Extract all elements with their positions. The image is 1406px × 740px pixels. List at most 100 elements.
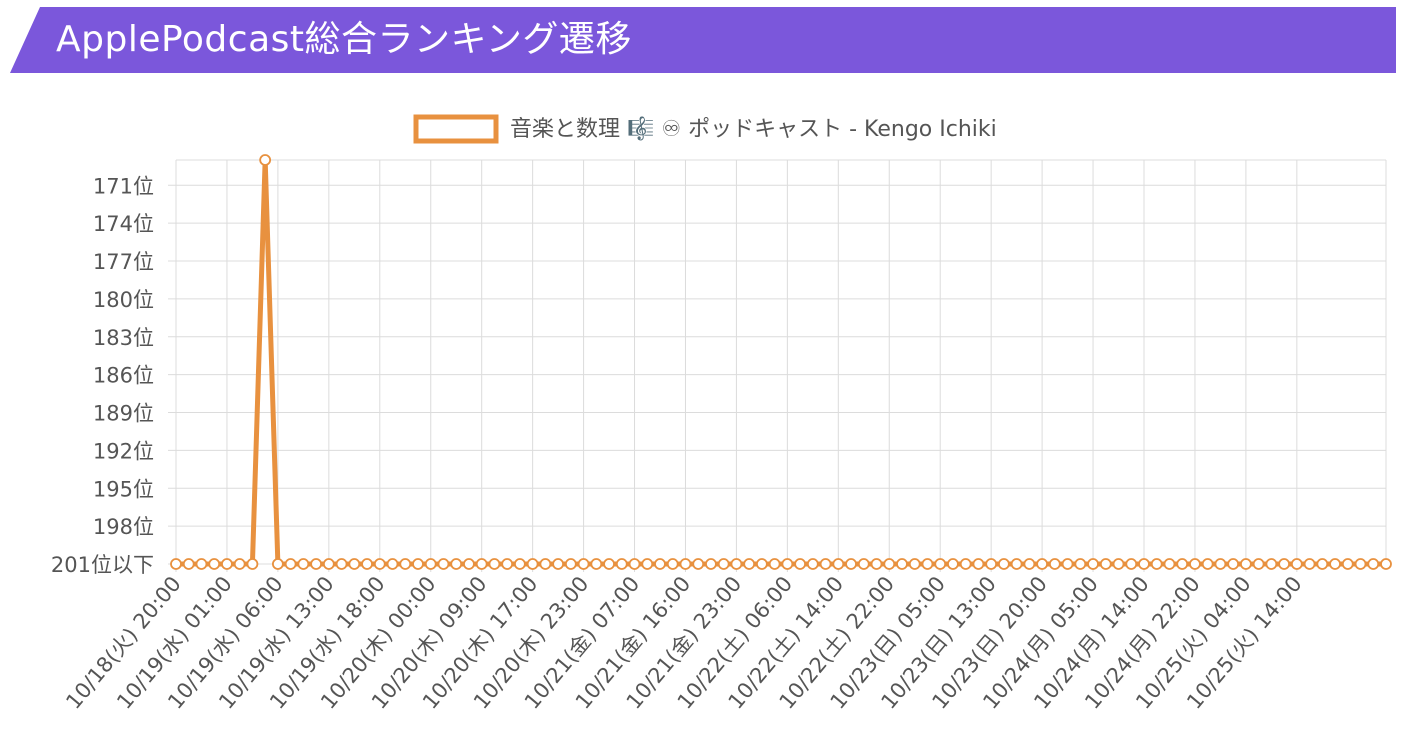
data-point[interactable]	[1380, 558, 1392, 570]
data-point[interactable]	[284, 558, 297, 570]
data-point[interactable]	[1227, 558, 1240, 570]
data-point[interactable]	[1099, 558, 1112, 570]
y-tick-label: 192位	[93, 439, 154, 463]
data-point[interactable]	[526, 558, 539, 570]
data-point[interactable]	[603, 558, 615, 570]
data-point[interactable]	[259, 154, 272, 166]
data-point[interactable]	[794, 558, 807, 570]
data-point[interactable]	[1074, 558, 1087, 570]
data-point[interactable]	[934, 558, 947, 570]
data-point[interactable]	[1303, 558, 1316, 570]
data-point[interactable]	[819, 558, 832, 570]
data-point[interactable]	[921, 558, 934, 570]
data-point[interactable]	[246, 558, 259, 570]
data-point[interactable]	[959, 558, 972, 570]
data-point[interactable]	[373, 558, 386, 570]
data-point[interactable]	[412, 558, 424, 570]
data-point[interactable]	[1048, 558, 1061, 570]
data-point[interactable]	[182, 558, 195, 570]
data-point[interactable]	[322, 558, 335, 570]
data-point[interactable]	[1189, 558, 1201, 570]
data-point[interactable]	[692, 558, 705, 570]
data-point[interactable]	[1367, 558, 1380, 570]
data-point[interactable]	[348, 558, 361, 570]
data-point[interactable]	[628, 558, 641, 570]
data-point[interactable]	[1329, 558, 1341, 570]
data-point[interactable]	[208, 558, 221, 570]
data-point[interactable]	[450, 558, 463, 570]
data-point[interactable]	[705, 558, 717, 570]
data-point[interactable]	[870, 558, 883, 570]
data-point[interactable]	[985, 558, 998, 570]
data-point[interactable]	[845, 558, 857, 570]
data-point[interactable]	[908, 558, 921, 570]
data-point[interactable]	[1163, 558, 1176, 570]
data-point[interactable]	[552, 558, 565, 570]
data-point[interactable]	[1010, 558, 1023, 570]
data-point[interactable]	[666, 558, 679, 570]
data-point[interactable]	[539, 558, 552, 570]
data-point[interactable]	[883, 558, 896, 570]
data-point[interactable]	[1341, 558, 1354, 570]
data-point[interactable]	[730, 558, 743, 570]
data-point[interactable]	[806, 558, 819, 570]
data-point[interactable]	[1036, 558, 1049, 570]
data-point[interactable]	[437, 558, 450, 570]
data-point[interactable]	[1354, 558, 1367, 570]
data-point[interactable]	[832, 558, 845, 570]
data-point[interactable]	[361, 558, 373, 570]
data-point[interactable]	[743, 558, 756, 570]
data-point[interactable]	[1316, 558, 1329, 570]
data-point[interactable]	[781, 558, 794, 570]
data-point[interactable]	[1150, 558, 1163, 570]
data-point[interactable]	[463, 558, 475, 570]
data-point[interactable]	[1087, 558, 1099, 570]
data-point[interactable]	[1023, 558, 1036, 570]
data-point[interactable]	[1239, 558, 1252, 570]
data-point[interactable]	[1125, 558, 1138, 570]
data-point[interactable]	[399, 558, 412, 570]
data-point[interactable]	[195, 558, 208, 570]
data-point[interactable]	[1278, 558, 1291, 570]
data-point[interactable]	[170, 558, 182, 570]
data-point[interactable]	[297, 558, 310, 570]
data-point[interactable]	[310, 558, 323, 570]
data-point[interactable]	[271, 558, 284, 570]
data-point[interactable]	[1214, 558, 1227, 570]
data-point[interactable]	[577, 558, 590, 570]
data-point[interactable]	[1138, 558, 1150, 570]
data-point[interactable]	[1201, 558, 1214, 570]
data-point[interactable]	[424, 558, 437, 570]
data-point[interactable]	[997, 558, 1010, 570]
data-point[interactable]	[717, 558, 730, 570]
data-point[interactable]	[1265, 558, 1278, 570]
y-tick-label: 177位	[93, 250, 154, 274]
data-point[interactable]	[335, 558, 348, 570]
y-tick-label: 186位	[93, 364, 154, 388]
data-point[interactable]	[233, 558, 246, 570]
data-point[interactable]	[972, 558, 985, 570]
data-point[interactable]	[1112, 558, 1125, 570]
data-point[interactable]	[679, 558, 692, 570]
data-point[interactable]	[947, 558, 959, 570]
data-point[interactable]	[768, 558, 781, 570]
data-point[interactable]	[513, 558, 526, 570]
data-point[interactable]	[488, 558, 501, 570]
data-point[interactable]	[1061, 558, 1074, 570]
data-point[interactable]	[386, 558, 399, 570]
data-point[interactable]	[857, 558, 870, 570]
data-point[interactable]	[475, 558, 488, 570]
data-point[interactable]	[1290, 558, 1303, 570]
data-point[interactable]	[755, 558, 768, 570]
data-point[interactable]	[1176, 558, 1189, 570]
data-point[interactable]	[641, 558, 654, 570]
data-point[interactable]	[615, 558, 628, 570]
data-point[interactable]	[654, 558, 666, 570]
data-point[interactable]	[221, 558, 233, 570]
data-point[interactable]	[896, 558, 908, 570]
data-point[interactable]	[564, 558, 577, 570]
data-point[interactable]	[590, 558, 603, 570]
data-point[interactable]	[1252, 558, 1265, 570]
data-point[interactable]	[501, 558, 514, 570]
chart-legend[interactable]: 音楽と数理 🎼 ♾ ポッドキャスト - Kengo Ichiki	[413, 114, 997, 144]
